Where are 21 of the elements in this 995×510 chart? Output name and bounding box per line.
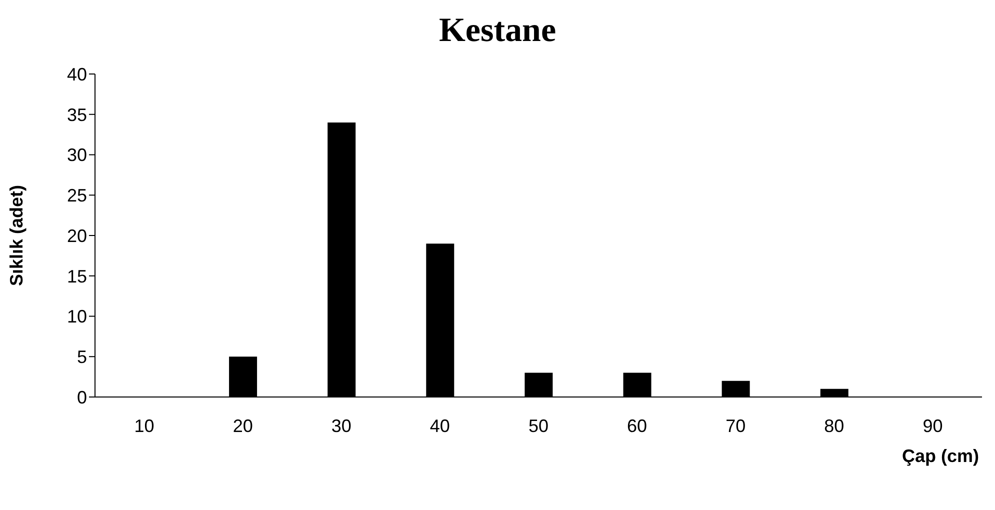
- x-tick-label: 40: [430, 416, 450, 436]
- x-tick-label: 10: [134, 416, 154, 436]
- x-tick-label: 70: [726, 416, 746, 436]
- x-axis-title: Çap (cm): [900, 446, 980, 467]
- y-tick-label: 30: [66, 145, 87, 166]
- y-tick-label: 20: [66, 226, 87, 246]
- x-tick-label: 90: [922, 416, 943, 436]
- y-tick-label: 5: [76, 347, 87, 368]
- x-tick-label: 30: [331, 416, 352, 436]
- y-tick-label: 25: [66, 186, 87, 206]
- x-tick-label: 50: [528, 416, 549, 436]
- x-tick-label: 60: [627, 416, 648, 436]
- y-tick-label: 0: [76, 387, 87, 408]
- y-tick-label: 35: [66, 104, 87, 125]
- y-axis-title: Sıklık (adet): [6, 184, 26, 286]
- x-tick-label: 80: [824, 416, 844, 436]
- y-tick-label: 40: [66, 64, 87, 84]
- x-tick-label: 20: [232, 416, 253, 436]
- y-tick-label: 15: [66, 266, 87, 286]
- chart-title: Kestane: [438, 11, 558, 51]
- y-tick-label: 10: [66, 306, 87, 327]
